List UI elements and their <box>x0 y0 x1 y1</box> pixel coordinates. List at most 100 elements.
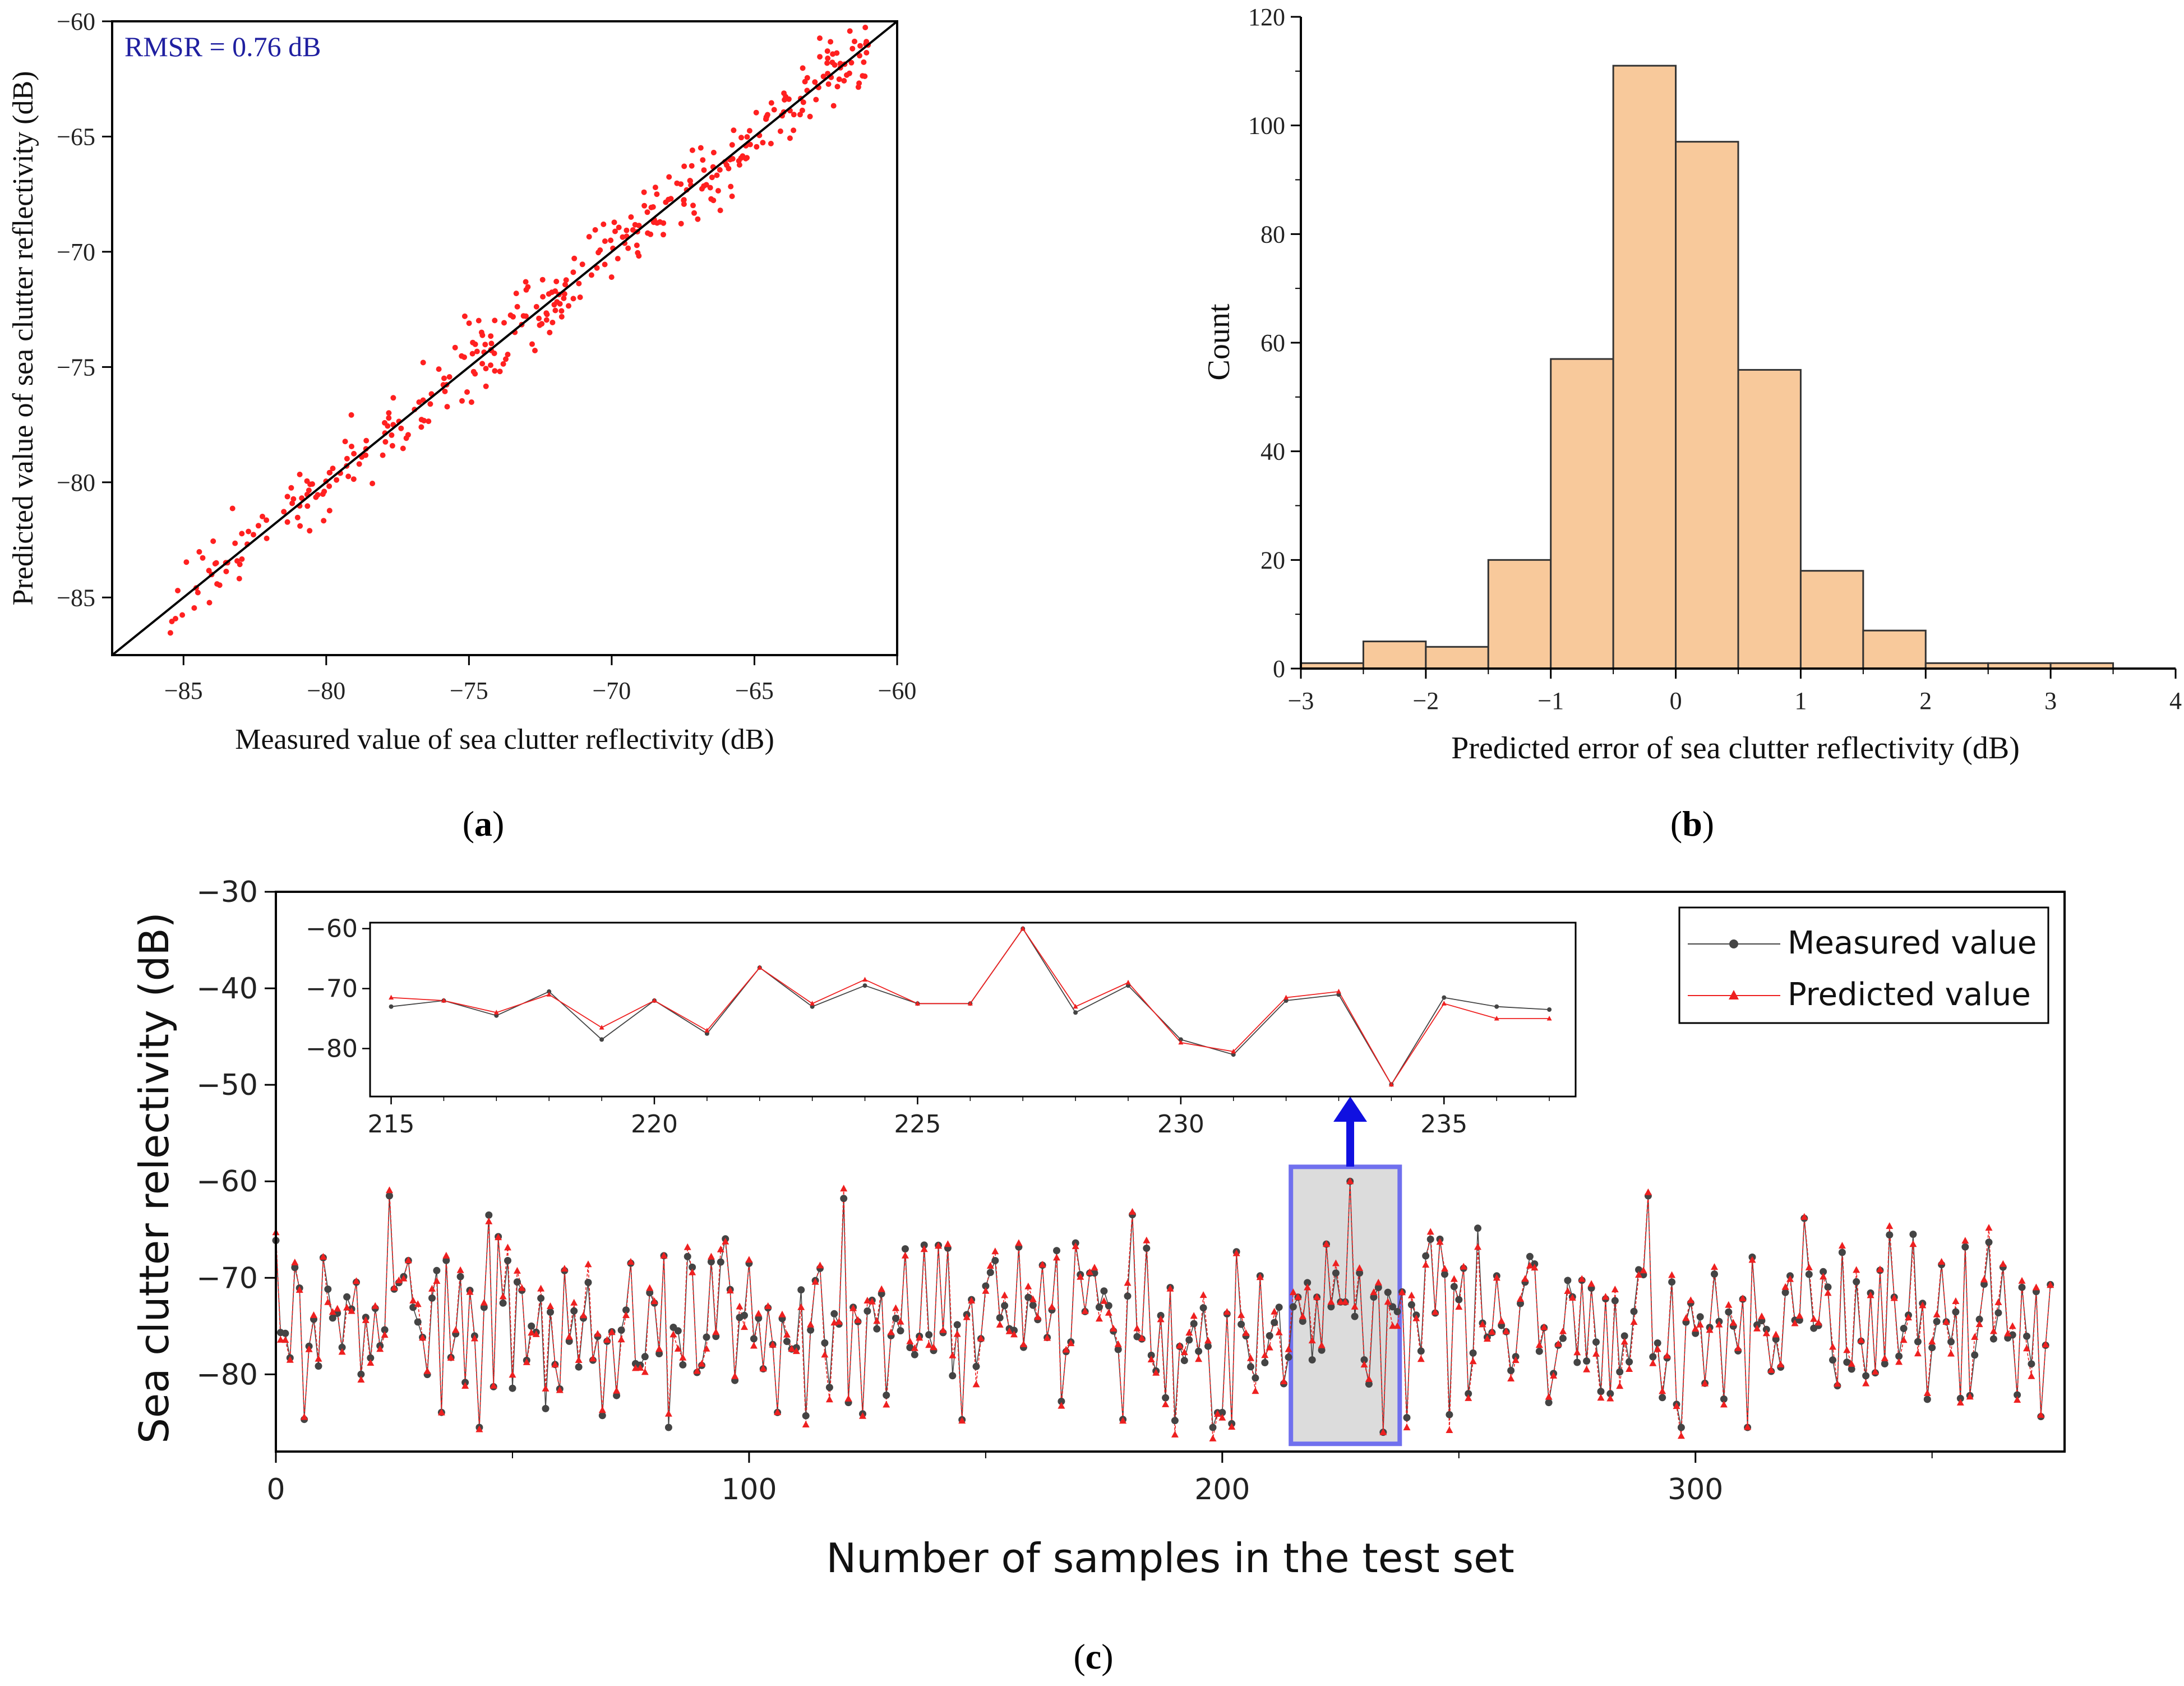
predicted-point <box>295 1286 303 1293</box>
measured-point <box>547 1308 554 1316</box>
panel-c-zoom-arrow <box>1333 1097 1367 1167</box>
measured-point <box>1848 1365 1855 1373</box>
scatter-point <box>615 256 621 262</box>
inset-measured-point <box>1494 1004 1499 1009</box>
scatter-point <box>588 272 594 278</box>
predicted-point <box>395 1276 403 1283</box>
scatter-point <box>710 150 717 155</box>
predicted-point <box>1242 1329 1250 1336</box>
predicted-point <box>1498 1317 1506 1324</box>
scatter-point <box>501 320 507 326</box>
measured-point <box>703 1333 710 1341</box>
predicted-point <box>1587 1280 1595 1287</box>
predicted-point <box>1668 1271 1676 1278</box>
scatter-point <box>594 265 600 271</box>
scatter-point <box>849 45 856 52</box>
predicted-point <box>873 1317 881 1324</box>
measured-point <box>1252 1374 1259 1382</box>
predicted-point <box>1909 1240 1917 1247</box>
scatter-point <box>503 356 509 362</box>
y-tick-label: −70 <box>196 1261 258 1295</box>
predicted-point <box>1360 1361 1368 1368</box>
measured-point <box>1507 1367 1515 1374</box>
predicted-point <box>717 1245 724 1252</box>
predicted-point <box>664 1409 672 1417</box>
measured-point <box>291 1264 299 1272</box>
scatter-point <box>699 186 705 192</box>
predicted-point <box>1195 1355 1203 1362</box>
scatter-point <box>824 60 830 66</box>
measured-point <box>1947 1338 1955 1346</box>
predicted-point <box>561 1265 569 1272</box>
scatter-point <box>624 227 630 233</box>
y-tick-label: −80 <box>196 1358 258 1392</box>
measured-point <box>1024 1293 1032 1301</box>
predicted-point <box>1275 1328 1283 1335</box>
scatter-point <box>698 145 704 151</box>
scatter-point <box>544 311 550 317</box>
scatter-point <box>552 307 558 314</box>
measured-point <box>1952 1308 1960 1316</box>
measured-point <box>1403 1414 1411 1421</box>
measured-point <box>1620 1332 1628 1340</box>
measured-point <box>357 1370 365 1378</box>
predicted-point <box>1744 1423 1752 1430</box>
measured-point <box>1351 1312 1359 1320</box>
measured-point <box>2023 1332 2030 1340</box>
inset-series <box>389 925 1552 1087</box>
predicted-point <box>1271 1307 1278 1315</box>
measured-point <box>409 1303 417 1311</box>
scatter-point <box>310 481 315 487</box>
measured-point <box>1124 1292 1132 1300</box>
predicted-point <box>1341 1298 1349 1305</box>
predicted-point <box>1062 1346 1070 1353</box>
predicted-point <box>792 1347 800 1355</box>
predicted-point <box>371 1302 379 1309</box>
series-measured-line <box>275 1181 2051 1432</box>
scatter-point <box>420 360 426 366</box>
measured-point <box>1209 1424 1217 1431</box>
predicted-point <box>556 1386 564 1393</box>
predicted-point <box>1781 1283 1789 1290</box>
predicted-point <box>1791 1319 1799 1326</box>
predicted-point <box>892 1304 899 1311</box>
predicted-point <box>1862 1379 1870 1386</box>
predicted-point <box>1455 1303 1463 1310</box>
histogram-bar <box>1612 65 1677 670</box>
predicted-point <box>646 1284 654 1291</box>
scatter-point <box>461 313 468 319</box>
measured-point <box>1659 1394 1666 1402</box>
predicted-point <box>1606 1394 1614 1402</box>
predicted-point <box>357 1376 365 1383</box>
predicted-point <box>1654 1345 1661 1352</box>
predicted-point <box>821 1351 829 1358</box>
predicted-point <box>1630 1318 1638 1325</box>
scatter-point <box>830 103 837 109</box>
x-tick-label: −1 <box>1537 687 1564 715</box>
scatter-point <box>558 314 565 320</box>
predicted-point <box>461 1382 469 1389</box>
predicted-point <box>684 1243 691 1250</box>
measured-point <box>920 1241 928 1249</box>
predicted-point <box>935 1242 942 1249</box>
predicted-point <box>741 1323 748 1330</box>
predicted-point <box>1706 1326 1714 1333</box>
measured-point <box>674 1327 682 1335</box>
predicted-point <box>887 1328 895 1335</box>
predicted-point <box>1005 1327 1013 1334</box>
measured-point <box>1956 1394 1964 1402</box>
scatter-point <box>628 214 634 220</box>
predicted-point <box>1218 1413 1226 1421</box>
scatter-point <box>856 80 862 86</box>
panel-a-rmsr-annotation: RMSR = 0.76 dB <box>124 31 321 62</box>
scatter-point <box>206 600 213 606</box>
predicted-point <box>1095 1315 1103 1322</box>
predicted-point <box>1947 1349 1955 1357</box>
measured-point <box>1862 1372 1870 1380</box>
x-tick-label: −65 <box>735 677 774 704</box>
measured-point <box>1469 1349 1477 1357</box>
predicted-point <box>1720 1401 1728 1408</box>
scatter-point <box>348 412 354 418</box>
scatter-point <box>334 477 340 483</box>
predicted-point <box>1038 1260 1046 1268</box>
